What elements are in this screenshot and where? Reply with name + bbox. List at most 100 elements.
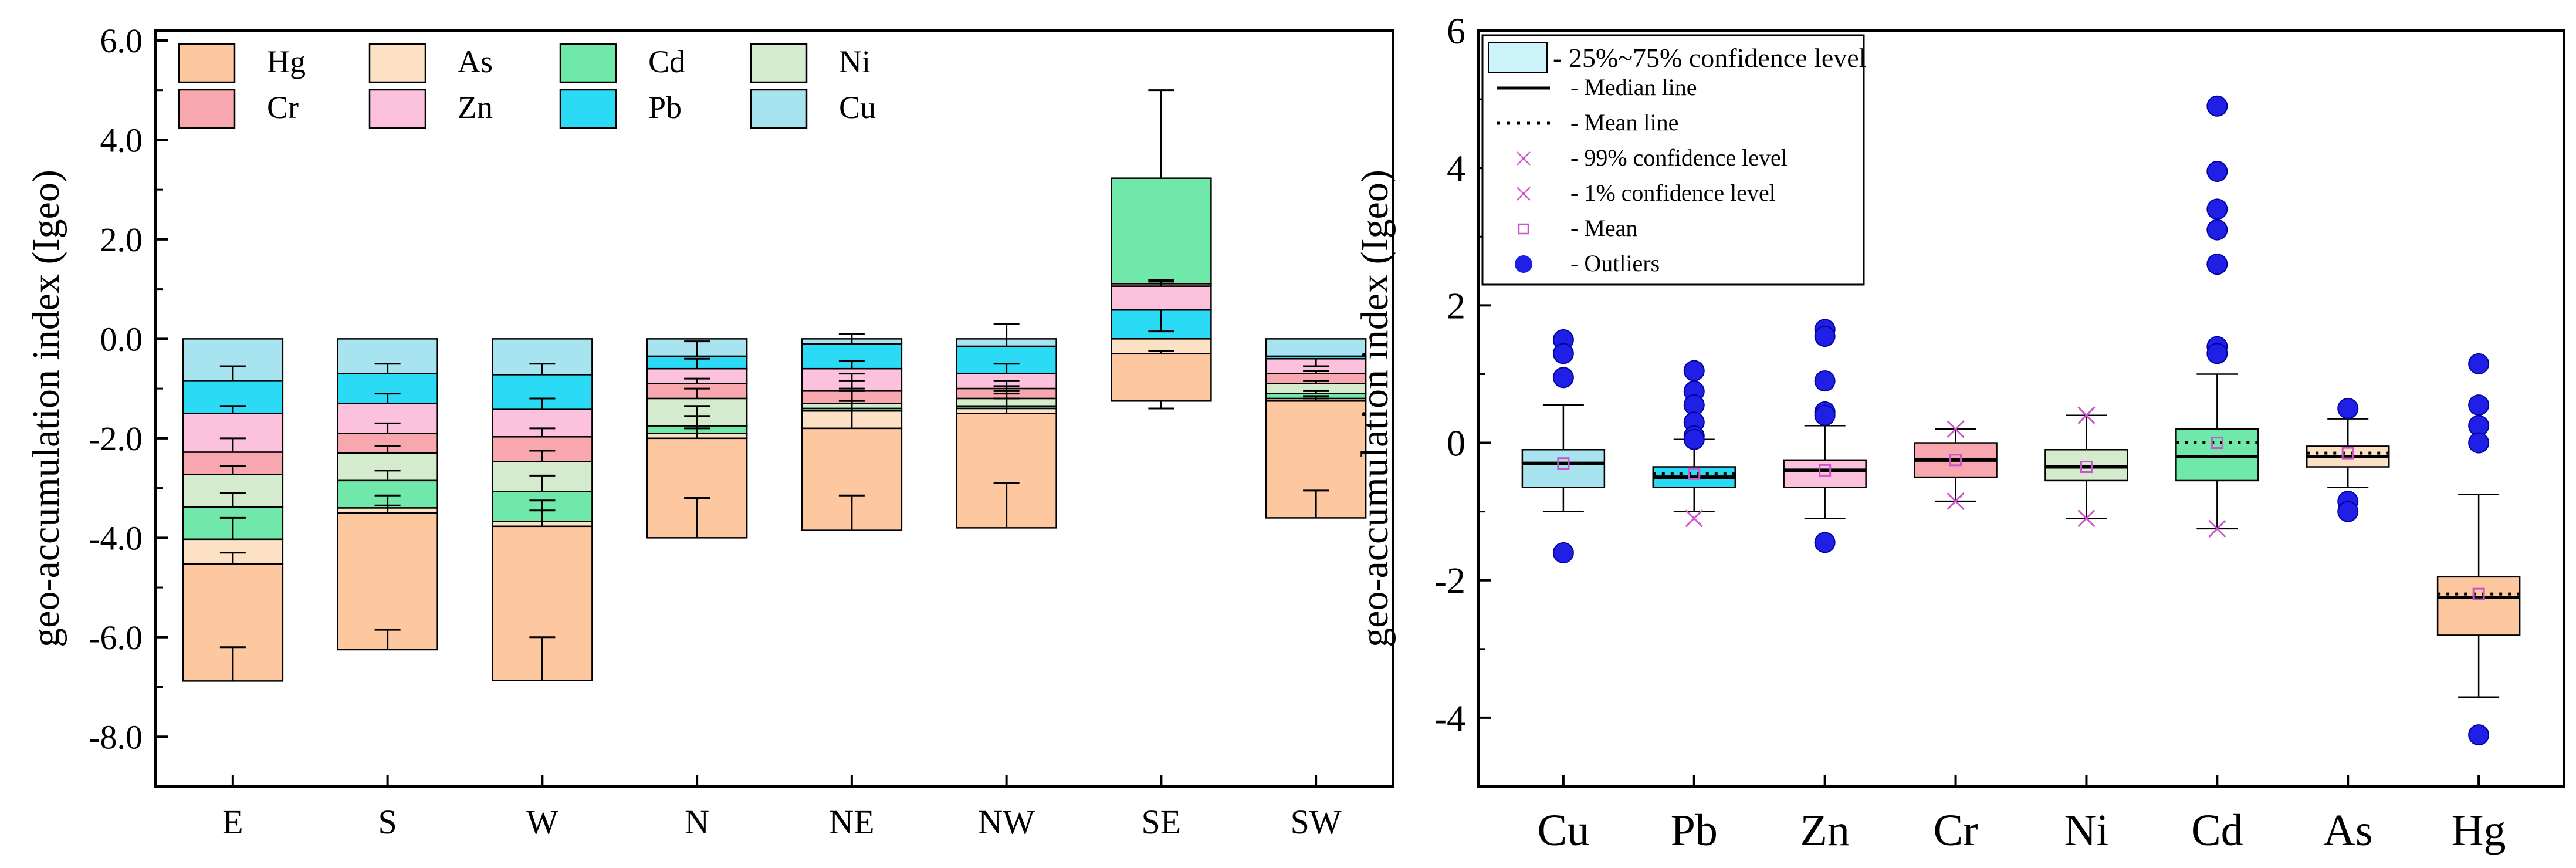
x-tick-label: NE [829, 803, 874, 841]
x-tick-label: N [685, 803, 709, 841]
x-tick-label: E [222, 803, 243, 841]
box-plot-chart: -4 -2 0 2 4 6 geo-accumulation index (Igeo) Cu P… [1353, 10, 2565, 855]
outlier-point [2206, 95, 2228, 117]
legend-box [1481, 34, 1865, 286]
one-percent-marker [1685, 509, 1703, 528]
mean-marker [1557, 457, 1570, 470]
outlier-point [2206, 343, 2228, 364]
outlier-point [1552, 542, 1574, 563]
x-tick-label: As [2323, 806, 2372, 855]
box-hg [2436, 576, 2521, 636]
x-tick-label: Ni [2064, 806, 2108, 855]
bar-zn [1111, 285, 1212, 311]
x-tick-label: Pb [1671, 806, 1718, 855]
y-tick-label: -8.0 [89, 718, 143, 756]
y-tick-label: 2 [1447, 285, 1465, 326]
legend-label: - Median line [1570, 74, 1697, 100]
outlier-point [2337, 501, 2359, 522]
ninety-nine-percent-marker-stroke [2077, 406, 2096, 424]
y-tick-label: 4 [1447, 147, 1465, 189]
outlier-point [2468, 394, 2490, 416]
legend-swatch-cr [178, 89, 236, 129]
one-percent-marker-stroke [1685, 509, 1703, 528]
legend-label: Cu [839, 90, 876, 125]
legend-label: - Mean line [1570, 109, 1678, 136]
legend-swatch-cd [559, 43, 617, 83]
outlier-point [2468, 432, 2490, 454]
y-tick-label: -4.0 [89, 519, 143, 557]
legend-cross-stroke [1517, 151, 1531, 166]
legend-swatch-hg [178, 43, 236, 83]
y-tick-label: -2 [1434, 560, 1465, 602]
x-tick-label: NW [978, 803, 1035, 841]
legend-swatch-as [368, 43, 426, 83]
mean-marker [2080, 461, 2093, 474]
ninety-nine-percent-marker [1947, 420, 1965, 438]
legend-swatch-outlier [1515, 255, 1532, 273]
x-tick-label: Cu [1538, 806, 1590, 855]
outlier-point [1814, 532, 1836, 553]
legend-label: Zn [458, 90, 493, 125]
x-tick-label: Cd [2191, 806, 2243, 855]
outlier-point [1683, 360, 1705, 381]
x-tick-label: SE [1142, 803, 1182, 841]
mean-marker [1688, 467, 1701, 480]
legend-label: - 25%~75% confidence level [1553, 43, 1867, 73]
legend-swatch-cross [1517, 151, 1531, 166]
outlier-point [1814, 370, 1836, 392]
legend-label: As [458, 44, 493, 79]
one-percent-marker [1947, 492, 1965, 511]
bar-cu [1265, 338, 1367, 357]
y-tick-label: -2.0 [89, 420, 143, 458]
legend-label: - 99% confidence level [1570, 144, 1788, 171]
y-tick-label: -4 [1434, 697, 1465, 739]
y-tick-label: 0.0 [100, 320, 143, 358]
mean-marker [2472, 587, 2485, 600]
legend-swatch-cross [1517, 187, 1531, 201]
one-percent-marker [2077, 509, 2096, 528]
ninety-nine-percent-marker-stroke [1947, 420, 1965, 438]
legend-label: Cd [648, 44, 685, 79]
bar-hg [1111, 353, 1212, 402]
y-tick-label: 2.0 [100, 221, 143, 259]
legend-swatch-zn [368, 89, 426, 129]
one-percent-marker-stroke [2077, 509, 2096, 528]
y-tick-label: 0 [1447, 423, 1465, 464]
mean-marker [2341, 447, 2354, 460]
stacked-bar-chart: -8.0 -6.0 -4.0 -2.0 0.0 2.0 4.0 6.0 geo-accumula… [25, 22, 1394, 841]
legend-swatch-box [1488, 42, 1548, 73]
legend-swatch-mean [1518, 223, 1529, 235]
outlier-point [2468, 724, 2490, 746]
x-tick-label: S [378, 803, 397, 841]
mean-marker [2211, 437, 2223, 450]
legend-label: Pb [648, 90, 682, 125]
y-tick-label: 6 [1447, 10, 1465, 52]
legend-label: Ni [839, 44, 871, 79]
bar-cd [1111, 177, 1212, 285]
x-tick-label: W [526, 803, 558, 841]
y-axis-label: geo-accumulation index (Igeo) [25, 170, 67, 647]
outlier-point [2206, 219, 2228, 241]
bar-hg [337, 512, 438, 651]
outlier-point [1552, 367, 1574, 389]
outlier-point [1814, 404, 1836, 426]
ninety-nine-percent-marker [2077, 406, 2096, 424]
legend-label: Hg [267, 44, 306, 79]
y-tick-label: 6.0 [100, 22, 143, 60]
legend-cross-stroke [1517, 187, 1531, 201]
one-percent-marker [2208, 519, 2226, 538]
x-tick-label: SW [1291, 803, 1342, 841]
mean-marker [1949, 454, 1962, 467]
legend-label: - Mean [1570, 215, 1637, 241]
mean-marker [1819, 464, 1832, 477]
y-axis-label: geo-accumulation index (Igeo) [1353, 170, 1396, 647]
legend-swatch-cu [750, 89, 808, 129]
legend-swatch-pb [559, 89, 617, 129]
outlier-point [2206, 161, 2228, 183]
x-tick-label: Zn [1800, 806, 1849, 855]
outlier-point [2206, 254, 2228, 275]
legend-swatch-ni [750, 43, 808, 83]
y-tick-label: -6.0 [89, 619, 143, 657]
x-tick-label: Cr [1934, 806, 1978, 855]
